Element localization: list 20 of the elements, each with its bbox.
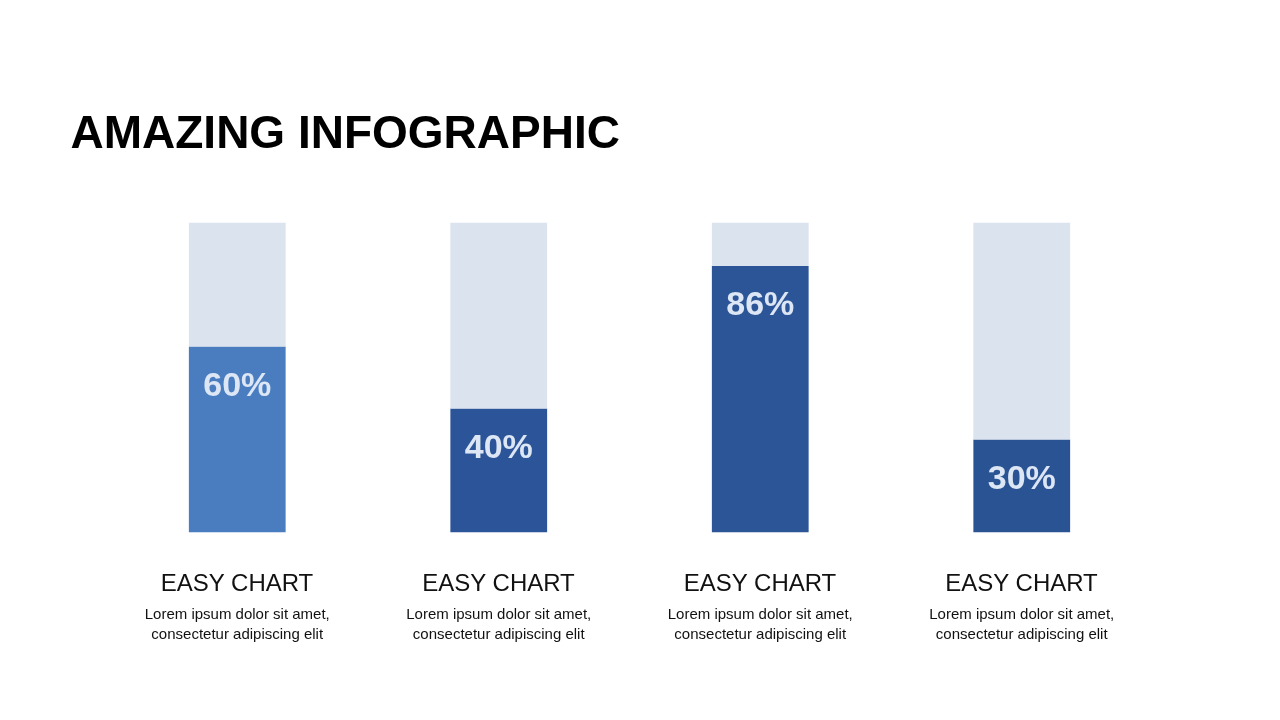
bar: [711, 222, 809, 266]
chart-title: AMAZING INFOGRAPHIC: [70, 105, 620, 158]
bar: [450, 408, 548, 533]
bar: [188, 222, 286, 347]
bar: [188, 346, 286, 533]
text: Lorem ipsum dolor sit amet, consectetur adipiscing elit: [406, 604, 592, 642]
text: Lorem ipsum dolor sit amet, consectetur adipiscing elit: [667, 604, 853, 642]
x-tick-label: EASY CHART: [945, 568, 1099, 596]
data-label: 30%: [987, 457, 1056, 496]
bar: [450, 222, 548, 409]
x-tick-label: EASY CHART: [422, 568, 576, 596]
x-tick-label: EASY CHART: [683, 568, 837, 596]
text: Lorem ipsum dolor sit amet, consectetur adipiscing elit: [929, 604, 1115, 642]
bar: [973, 222, 1071, 440]
data-label: 40%: [464, 426, 533, 465]
data-label: 86%: [726, 283, 795, 322]
bar: [711, 265, 809, 533]
data-label: 60%: [203, 364, 272, 403]
text: Lorem ipsum dolor sit amet, consectetur adipiscing elit: [144, 604, 330, 642]
x-tick-label: EASY CHART: [160, 568, 314, 596]
